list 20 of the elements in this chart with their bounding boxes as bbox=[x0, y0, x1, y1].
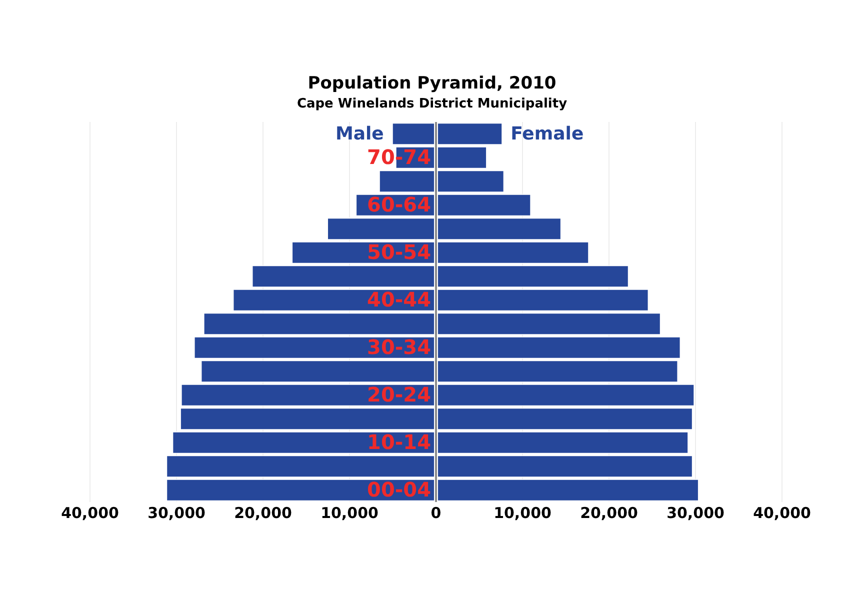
y-tick-label: 50-54 bbox=[367, 240, 431, 264]
x-tick-label: 30,000 bbox=[666, 504, 724, 522]
series-label: Male bbox=[335, 124, 384, 145]
y-tick-label: 30-34 bbox=[367, 334, 431, 359]
y-tick-label: 40-44 bbox=[367, 287, 431, 312]
chart-title: Population Pyramid, 2010 bbox=[308, 74, 556, 94]
y-tick-label: 00-04 bbox=[367, 477, 431, 502]
y-tick-label: 60-64 bbox=[367, 192, 431, 216]
series-label: Female bbox=[510, 124, 584, 145]
x-tick-label: 10,000 bbox=[320, 504, 378, 522]
x-tick-label: 30,000 bbox=[148, 504, 206, 522]
x-tick-label: 20,000 bbox=[234, 504, 292, 522]
x-tick-label: 40,000 bbox=[753, 504, 811, 522]
y-tick-label: 10-14 bbox=[367, 430, 431, 454]
x-tick-label: 0 bbox=[430, 504, 442, 522]
y-tick-label: 20-24 bbox=[367, 382, 431, 406]
x-tick-label: 20,000 bbox=[580, 504, 638, 522]
chart-subtitle: Cape Winelands District Municipality bbox=[296, 96, 568, 112]
x-tick-label: 10,000 bbox=[494, 504, 552, 522]
x-tick-label: 40,000 bbox=[61, 504, 119, 522]
